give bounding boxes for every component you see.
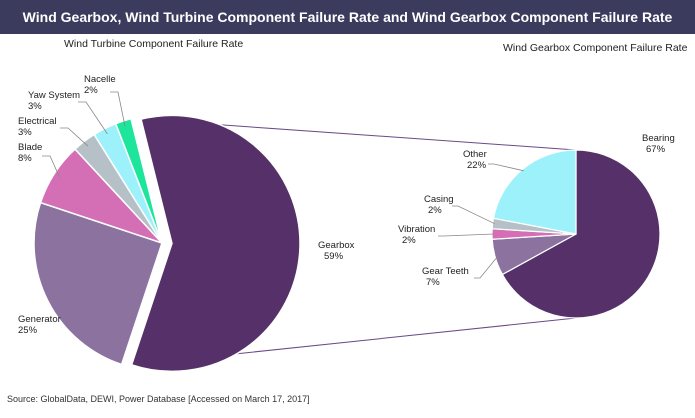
label-gearbox: Gearbox xyxy=(318,240,355,251)
left-pie-title: Wind Turbine Component Failure Rate xyxy=(64,38,243,50)
value-electrical: 3% xyxy=(18,127,32,138)
label-yaw-system: Yaw System xyxy=(28,90,80,101)
source-note: Source: GlobalData, DEWI, Power Database… xyxy=(7,394,310,404)
value-gear-teeth: 7% xyxy=(426,277,440,288)
value-bearing: 67% xyxy=(646,144,666,155)
value-generator: 25% xyxy=(18,325,38,336)
value-nacelle: 2% xyxy=(84,85,98,96)
leader-other xyxy=(488,163,524,172)
label-nacelle: Nacelle xyxy=(84,74,116,85)
right-pie-title: Wind Gearbox Component Failure Rate xyxy=(503,42,688,54)
value-casing: 2% xyxy=(428,205,442,216)
slice-generator xyxy=(33,201,163,366)
slice-gearbox xyxy=(130,114,301,373)
leader-gear-teeth xyxy=(474,256,498,279)
slice-other xyxy=(492,149,577,235)
label-bearing: Bearing xyxy=(642,133,675,144)
turbine-pie xyxy=(33,114,301,373)
leader-nacelle xyxy=(110,91,126,127)
label-blade: Blade xyxy=(18,142,42,153)
value-other: 22% xyxy=(467,160,487,171)
slice-bearing xyxy=(501,149,661,319)
value-gearbox: 59% xyxy=(324,251,344,262)
leader-yaw-system xyxy=(78,101,108,135)
leader-lines xyxy=(42,91,524,279)
label-electrical: Electrical xyxy=(18,116,57,127)
leader-electrical xyxy=(60,127,89,147)
gearbox-pie xyxy=(491,149,661,319)
value-yaw-system: 3% xyxy=(28,101,42,112)
leader-blade xyxy=(42,155,60,178)
label-generator: Generator xyxy=(18,314,61,325)
value-blade: 8% xyxy=(18,153,32,164)
label-casing: Casing xyxy=(424,194,454,205)
label-other: Other xyxy=(463,149,487,160)
chart-header: Wind Gearbox, Wind Turbine Component Fai… xyxy=(0,0,695,34)
value-vibration: 2% xyxy=(402,235,416,246)
chart-main-title: Wind Gearbox, Wind Turbine Component Fai… xyxy=(22,9,673,25)
leader-casing xyxy=(452,205,495,225)
label-vibration: Vibration xyxy=(398,224,435,235)
leader-vibration xyxy=(438,233,495,237)
label-gear-teeth: Gear Teeth xyxy=(422,266,469,277)
slice-nacelle xyxy=(114,117,163,244)
slice-labels: Gearbox59%Generator25%Blade8%Electrical3… xyxy=(18,74,675,336)
